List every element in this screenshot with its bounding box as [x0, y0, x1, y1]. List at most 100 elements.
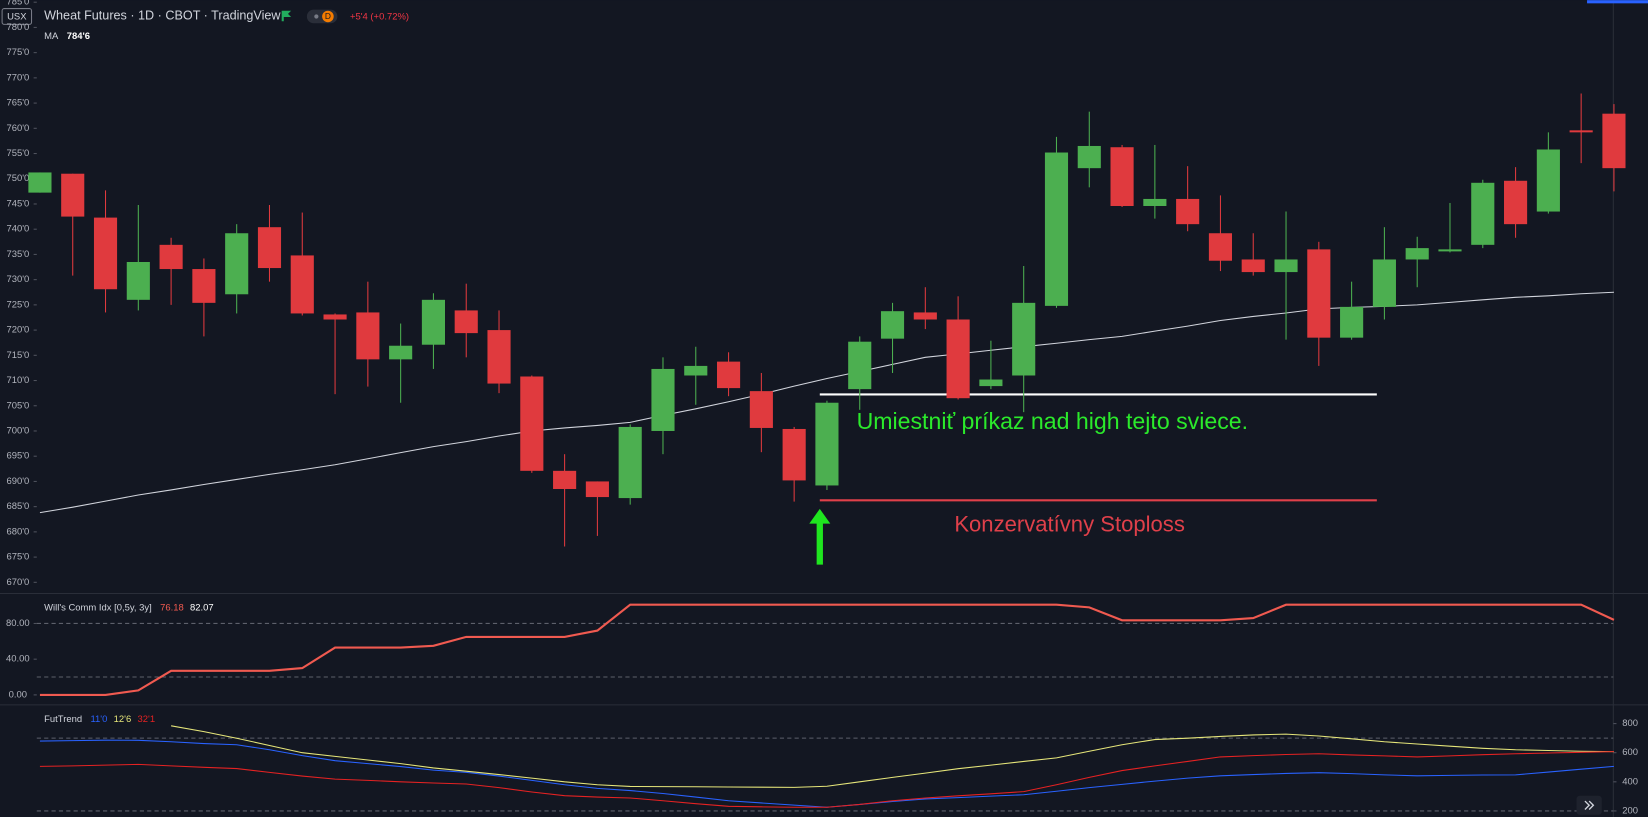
- y-tick-label: 750'0: [6, 173, 29, 184]
- candle-body: [880, 311, 905, 339]
- candle-body: [159, 244, 183, 270]
- badge: D: [325, 11, 331, 21]
- change: +5'4 (+0.72%): [350, 11, 409, 22]
- y-tick-label: 685'0: [6, 501, 29, 512]
- candle-body: [1536, 149, 1560, 212]
- y-tick-label: 780'0: [6, 22, 29, 33]
- y-tick-label: 765'0: [6, 98, 29, 109]
- indicator-legend: FutTrend 11'0 12'6 32'1: [44, 714, 155, 725]
- legend-entry: 11'0: [91, 714, 108, 725]
- candle-body: [1340, 306, 1364, 338]
- y-tick-label: 730'0: [6, 274, 29, 285]
- y-tick-label: 710'0: [6, 375, 29, 386]
- y-tick-label: 755'0: [6, 148, 29, 159]
- candle-body: [290, 255, 314, 314]
- y-tick-label: 695'0: [6, 451, 29, 462]
- y-tick-label: 0.00: [9, 689, 27, 700]
- top-bar: [1587, 0, 1648, 4]
- series-line: [39, 603, 1615, 696]
- indicator-title: Will's Comm Idx [0,5y, 3y]: [44, 602, 152, 613]
- y-tick-label: 670'0: [6, 577, 29, 588]
- candle-body: [421, 299, 446, 345]
- candle-body: [28, 172, 52, 193]
- candle-body: [1012, 302, 1036, 376]
- symbol: USX: [7, 11, 27, 22]
- candle-body: [93, 217, 118, 290]
- ma-value: 784'6: [67, 30, 90, 41]
- header: USX Wheat Futures · 1D · CBOT · TradingV…: [1, 8, 409, 25]
- candle-body: [1077, 145, 1101, 169]
- y-tick-label: 800: [1622, 718, 1638, 729]
- y-tick-label: 200: [1622, 805, 1638, 816]
- arrow: [809, 508, 831, 565]
- candle-body: [618, 426, 642, 499]
- candle-body: [946, 319, 970, 399]
- ma-legend: MA 784'6: [44, 30, 90, 41]
- flag-icon: [281, 10, 292, 22]
- candle-body: [1405, 248, 1429, 260]
- annotation: Konzervatívny Stoploss: [954, 512, 1185, 537]
- legend-entry: 32'1: [138, 714, 156, 725]
- candle-body: [61, 173, 85, 217]
- y-tick-label: 705'0: [6, 400, 29, 411]
- badge-circle: [322, 10, 334, 23]
- candle-body: [913, 312, 937, 320]
- candle-body: [553, 470, 577, 489]
- candle-body: [1241, 259, 1265, 273]
- series-line: [171, 725, 1614, 788]
- candle-body: [848, 341, 872, 390]
- candle-body: [356, 312, 380, 360]
- y-tick-label: 700'0: [6, 425, 29, 436]
- series-line: [39, 751, 1614, 808]
- candle-body: [651, 368, 675, 431]
- y-tick-label: 735'0: [6, 249, 29, 260]
- y-tick-label: 40.00: [6, 654, 30, 665]
- candle-body: [126, 261, 150, 300]
- y-tick-label: 770'0: [6, 72, 29, 83]
- legend-value: 76.18: [160, 602, 184, 613]
- candle-body: [782, 428, 806, 481]
- ma-name: MA: [44, 30, 59, 41]
- y-tick-label: 600: [1622, 747, 1638, 758]
- y-tick-label: 680'0: [6, 526, 29, 537]
- legend-value: 82.07: [190, 602, 214, 613]
- legend-entry: 12'6: [114, 714, 132, 725]
- candle-body: [1372, 259, 1396, 307]
- candle-body: [1602, 113, 1626, 169]
- indicator-legend: Will's Comm Idx [0,5y, 3y] 76.18 82.07: [44, 602, 214, 613]
- y-tick-label: 715'0: [6, 350, 29, 361]
- badge-dot: [314, 14, 319, 19]
- candle-body: [192, 269, 216, 303]
- y-tick-label: 760'0: [6, 123, 29, 134]
- candle-body: [1044, 152, 1069, 306]
- candle-body: [1176, 198, 1200, 225]
- candle-body: [454, 310, 478, 334]
- candle-body: [585, 481, 609, 498]
- candle-body: [1307, 249, 1331, 338]
- y-tick-label: 745'0: [6, 198, 29, 209]
- annotation: Umiestniť príkaz nad high tejto sviece.: [857, 408, 1248, 434]
- y-tick-label: 725'0: [6, 299, 29, 310]
- symbol-box: [1, 8, 33, 25]
- candle-body: [684, 365, 708, 376]
- candle-body: [717, 361, 741, 389]
- candle-body: [225, 233, 249, 295]
- scroll-button[interactable]: [1576, 795, 1602, 815]
- candle-body: [749, 391, 773, 428]
- y-tick-label: 740'0: [6, 224, 29, 235]
- candle-body: [979, 379, 1003, 387]
- candle-body: [1438, 249, 1462, 252]
- y-tick-label: 720'0: [6, 325, 29, 336]
- candle-body: [487, 330, 511, 384]
- candle-body: [1208, 233, 1233, 261]
- scroll-icon[interactable]: [1584, 800, 1595, 810]
- candle-body: [520, 376, 544, 471]
- candle-body: [1471, 182, 1495, 245]
- candle-body: [257, 227, 282, 269]
- y-tick-label: 80.00: [6, 618, 30, 629]
- candle-body: [1274, 259, 1298, 273]
- candle-body: [389, 345, 413, 360]
- y-tick-label: 400: [1622, 776, 1638, 787]
- candle-body: [1143, 198, 1167, 206]
